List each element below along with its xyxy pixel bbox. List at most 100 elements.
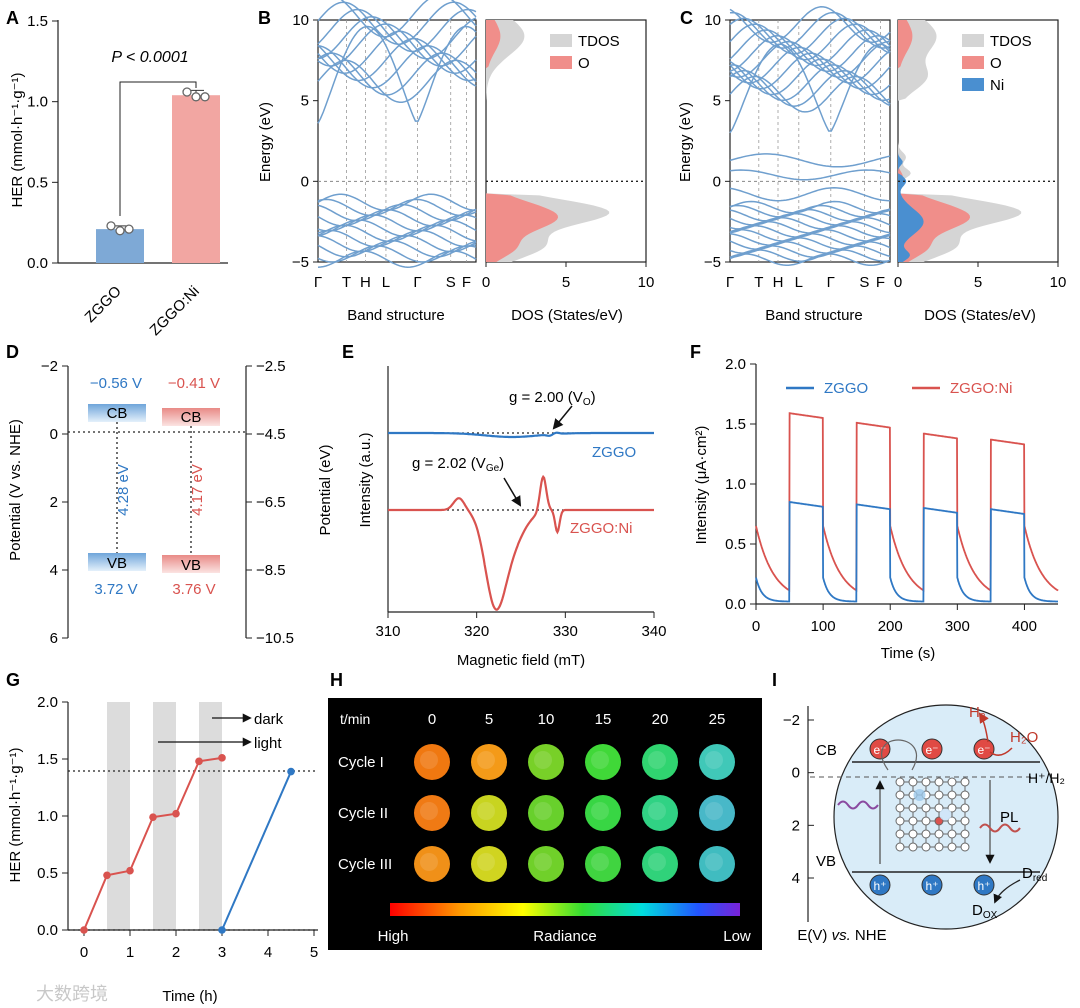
zggo-vb-value: 3.72 V [94,581,137,598]
electron [869,738,891,760]
k-point-label: S [446,274,456,291]
radiance-well [414,744,450,780]
data-point [195,757,203,766]
y-axis-label: Intensity (μA·cm²) [693,426,710,545]
legend-swatch [962,78,984,91]
valence-band [729,220,891,234]
y-tick-label: 1.0 [725,476,746,493]
y-tick-label: −5 [292,254,309,271]
hole-label: h⁺ [977,879,990,893]
panel-letter: F [690,342,701,362]
cycle-label: Cycle I [338,754,384,771]
y-axis-label: Energy (eV) [677,102,694,182]
y-axis-label-left: Potential (V vs. NHE) [7,419,24,561]
y-ticks: 0.0 0.5 1.0 1.5 [27,13,58,272]
legend-swatch [962,34,984,47]
conduction-band [317,45,477,89]
y-axis-label: HER (mmol·h⁻¹·g⁻¹) [7,748,24,883]
legend-swatch [550,34,572,47]
annotation-arrow [503,477,522,507]
time-label: 20 [652,711,669,728]
radiance-well [699,744,735,780]
dox-label: DOX [972,902,998,921]
p-value: P < 0.0001 [111,49,188,66]
x-tick-label: 0 [482,274,490,291]
panel-letter: G [6,670,20,690]
x-tick-label: 400 [1012,618,1037,635]
panel-letter: D [6,342,19,362]
panel-letter: I [772,670,777,690]
ni-dopant [934,816,944,826]
lattice-atom [934,829,944,839]
band-frame [729,19,891,263]
panel-letter: B [258,8,271,28]
left-tick-label: 4 [50,562,58,579]
radiance-well [642,846,678,882]
x-tick-label: 330 [553,623,578,640]
lattice-atom [921,777,931,787]
hole-label: h⁺ [925,879,938,893]
redox-label: H⁺/H₂ [1028,770,1065,786]
x-tick-label: 5 [310,944,318,961]
panel-letter: C [680,8,693,28]
x-tick-label: 340 [641,623,666,640]
radiance-well [471,795,507,831]
lattice-atom [934,777,944,787]
legend-label-zggo: ZGGO [824,380,868,397]
x-tick-label: 310 [375,623,400,640]
lattice-atom [895,842,905,852]
lattice-atom [895,816,905,826]
x-tick-label: 1 [126,944,134,961]
y-tick-label: 0.0 [725,596,746,613]
zggoni-cb-value: −0.41 V [168,375,220,392]
well-highlight [420,802,438,820]
data-point [287,767,295,776]
lattice-atom [895,777,905,787]
annotation-arrow [552,405,573,430]
conduction-band [729,11,891,49]
zggo-vb-bar [88,553,146,571]
energy-ticks: −2 0 2 4 [783,712,814,887]
data-point [115,226,125,236]
radiance-well [585,744,621,780]
valence-band [317,203,477,222]
lattice-atom [947,816,957,826]
left-tick-label: 0 [50,426,58,443]
h2o-arrow [989,747,1013,756]
radiance-well [471,846,507,882]
donor-arrow [993,879,1021,904]
valence-band [729,216,891,230]
conduction-band [729,43,891,134]
band-structure-plot: −5 0 5 10 Γ T H L Γ S F [292,0,477,291]
legend-label: TDOS [578,33,620,50]
zggoni-gap: 4.17 eV [189,464,206,516]
k-point-label: T [342,274,351,291]
valence-band [317,250,477,268]
panel-f: F Intensity (μA·cm²) 0 100 200 300 400 0.0 0.5… [690,342,1059,662]
lattice-atom [947,829,957,839]
lattice-atom [960,790,970,800]
well-highlight [477,802,495,820]
zggo-cb-bar [88,404,146,422]
well-highlight [591,751,609,769]
radiance-well [414,846,450,882]
electron [973,738,995,760]
y-tick-label: 1.0 [37,808,58,825]
energy-tick-label: 0 [792,765,800,782]
conduction-band [729,52,891,90]
conduction-band [317,59,477,103]
watermark: 大数跨境 [36,984,108,1004]
y-tick-label: 1.0 [27,94,48,111]
vb-label: VB [107,555,127,572]
panel-letter: H [330,670,343,690]
valence-band [729,200,891,214]
y-tick-label: 5 [301,93,309,110]
bar [172,95,220,263]
well-highlight [591,802,609,820]
x-tick-label: 0 [80,944,88,961]
time-label: 25 [709,711,726,728]
x-tick-label: 200 [878,618,903,635]
h2-arrow [978,712,989,743]
band-frame [317,19,477,263]
ni-dos-fill [898,20,924,262]
